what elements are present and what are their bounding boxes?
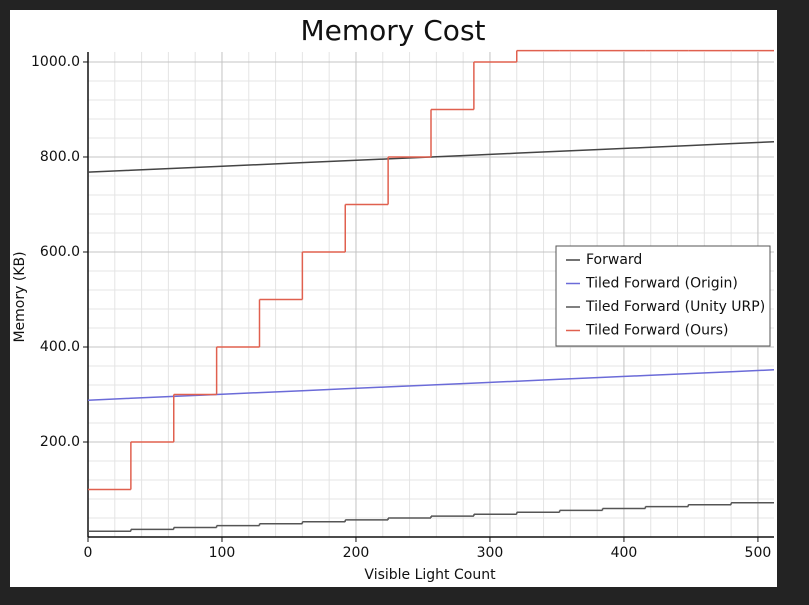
- x-tick-label: 500: [745, 545, 772, 561]
- y-tick-label: 200.0: [40, 434, 80, 450]
- x-tick-label: 300: [477, 545, 504, 561]
- x-tick-label: 400: [611, 545, 638, 561]
- legend-box: [555, 245, 771, 347]
- legend-label: Tiled Forward (Origin): [585, 276, 738, 292]
- y-tick-label: 600.0: [40, 244, 80, 260]
- x-tick-label: 200: [343, 545, 370, 561]
- y-tick-label: 800.0: [40, 149, 80, 165]
- chart-title: Memory Cost: [300, 14, 485, 47]
- x-tick-label: 100: [209, 545, 236, 561]
- legend: Forward Tiled Forward (Origin) Tiled Forwa…: [555, 245, 771, 347]
- legend-label: Forward: [586, 252, 642, 268]
- x-axis-title: Visible Light Count: [364, 567, 496, 583]
- legend-label: Tiled Forward (Unity URP): [585, 299, 765, 315]
- y-tick-label: 400.0: [40, 339, 80, 355]
- y-axis-title: Memory (KB): [12, 251, 28, 342]
- x-tick-label: 0: [84, 545, 93, 561]
- legend-label: Tiled Forward (Ours): [585, 323, 728, 339]
- y-tick-label: 1000.0: [31, 54, 80, 70]
